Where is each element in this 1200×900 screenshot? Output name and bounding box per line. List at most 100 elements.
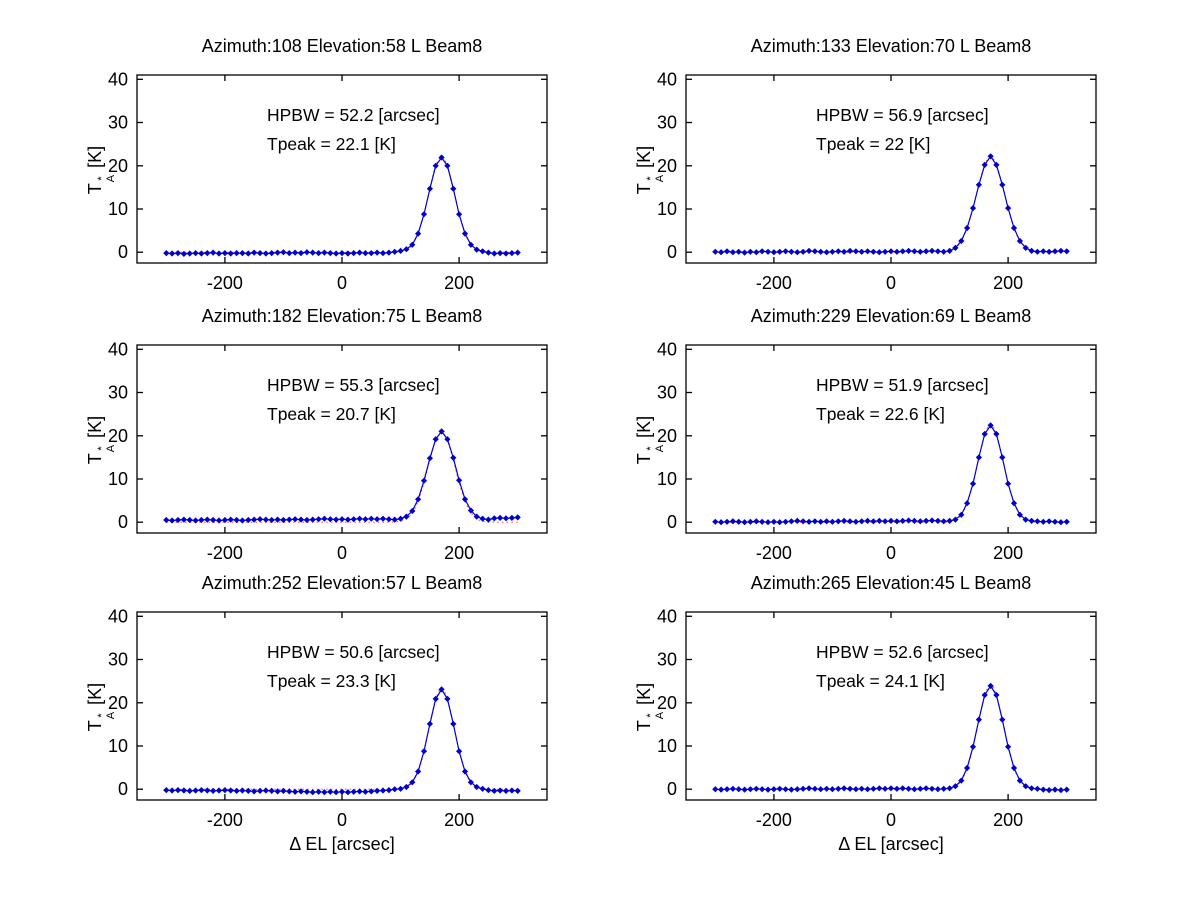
data-point-marker: [508, 250, 515, 257]
data-point-marker: [262, 250, 269, 257]
data-point-marker: [993, 161, 1000, 168]
annotation-block: HPBW = 52.2 [arcsec] Tpeak = 22.1 [K]: [267, 101, 440, 159]
data-point-marker: [753, 785, 760, 792]
data-point-marker: [999, 181, 1006, 188]
data-point-marker: [776, 785, 783, 792]
data-point-marker: [192, 250, 199, 257]
data-point-marker: [502, 787, 510, 794]
subplot-az108-el58: Azimuth:108 Elevation:58 L Beam8 T * A [K] …: [67, 35, 572, 347]
data-point-marker: [391, 786, 398, 793]
data-point-marker: [239, 787, 246, 794]
data-point-marker: [887, 785, 895, 792]
data-point-marker: [163, 787, 170, 794]
data-point-marker: [841, 248, 848, 255]
data-point-marker: [1010, 764, 1018, 772]
data-point-marker: [876, 785, 883, 792]
y-tick-label: 40: [108, 69, 128, 89]
data-point-marker: [497, 250, 504, 257]
data-point-marker: [210, 516, 217, 524]
data-point-marker: [999, 454, 1006, 461]
data-series-line: [715, 684, 1067, 791]
data-point-marker: [379, 250, 387, 257]
x-tick-label: 0: [337, 543, 347, 563]
y-tick-label: 0: [118, 512, 128, 532]
data-point-marker: [186, 787, 193, 794]
data-point-marker: [729, 518, 736, 525]
data-point-marker: [1016, 237, 1023, 245]
data-point-marker: [858, 785, 865, 792]
data-point-marker: [356, 249, 363, 256]
data-point-marker: [315, 250, 322, 257]
gaussian-fit-line: [166, 432, 518, 523]
y-tick-label: 40: [657, 339, 677, 359]
data-point-marker: [923, 248, 930, 255]
data-point-marker: [1028, 785, 1035, 792]
data-point-marker: [1016, 777, 1023, 784]
data-point-marker: [800, 518, 807, 525]
subplot-az133-el70: Azimuth:133 Elevation:70 L Beam8 T * A [K] …: [616, 35, 1121, 347]
data-point-marker: [297, 788, 305, 795]
data-point-marker: [268, 516, 275, 524]
data-point-marker: [864, 248, 871, 255]
data-point-marker: [432, 436, 439, 443]
data-point-marker: [782, 248, 789, 255]
tpeak-annotation: Tpeak = 22.6 [K]: [816, 404, 945, 424]
data-point-marker: [911, 248, 918, 255]
gaussian-fit-line: [715, 156, 1067, 253]
data-point-marker: [788, 248, 795, 255]
plot-canvas: -200 0 200 0 10 20 30 40: [108, 339, 548, 563]
data-point-marker: [759, 786, 766, 793]
data-point-marker: [362, 516, 369, 523]
data-point-marker: [227, 787, 234, 794]
data-point-marker: [473, 246, 480, 253]
data-point-marker: [817, 786, 824, 793]
data-point-marker: [823, 785, 830, 792]
data-point-marker: [887, 517, 895, 524]
x-tick-label: 200: [993, 273, 1023, 293]
data-point-marker: [946, 785, 953, 792]
data-point-marker: [473, 783, 480, 791]
x-tick-label: 0: [886, 810, 896, 830]
data-point-marker: [303, 788, 310, 795]
data-point-marker: [934, 248, 941, 255]
data-point-marker: [1022, 516, 1029, 523]
y-tick-label: 20: [108, 426, 128, 446]
x-tick-label: 200: [993, 810, 1023, 830]
y-tick-label: 20: [657, 693, 677, 713]
data-point-marker: [169, 787, 176, 794]
data-point-marker: [262, 516, 269, 523]
data-point-marker: [958, 511, 965, 518]
data-point-marker: [1005, 205, 1012, 212]
data-point-marker: [280, 516, 287, 524]
data-point-marker: [876, 249, 883, 256]
data-point-marker: [969, 480, 977, 487]
y-tick-label: 10: [108, 736, 128, 756]
data-point-marker: [1022, 244, 1029, 251]
data-point-marker: [415, 768, 422, 775]
data-point-marker: [964, 224, 971, 232]
data-point-marker: [741, 249, 748, 256]
data-point-marker: [409, 241, 416, 248]
data-point-marker: [1057, 787, 1064, 794]
data-point-marker: [882, 248, 889, 255]
gaussian-fit-line: [715, 684, 1067, 790]
x-tick-label: 0: [886, 543, 896, 563]
data-point-marker: [497, 787, 504, 794]
data-point-marker: [940, 785, 947, 792]
data-point-marker: [362, 788, 369, 795]
data-point-marker: [321, 515, 328, 522]
data-point-marker: [723, 518, 731, 525]
data-point-marker: [420, 477, 428, 484]
data-point-marker: [1028, 517, 1035, 524]
hpbw-annotation: HPBW = 52.6 [arcsec]: [816, 642, 989, 662]
data-point-marker: [870, 518, 877, 525]
data-point-marker: [485, 249, 492, 256]
data-point-marker: [835, 248, 842, 255]
gaussian-fit-line: [166, 156, 518, 253]
data-point-marker: [315, 516, 322, 523]
hpbw-annotation: HPBW = 50.6 [arcsec]: [267, 642, 440, 662]
data-point-marker: [192, 517, 199, 524]
data-point-marker: [811, 518, 818, 525]
data-series-line: [166, 430, 518, 522]
data-point-marker: [327, 516, 334, 523]
